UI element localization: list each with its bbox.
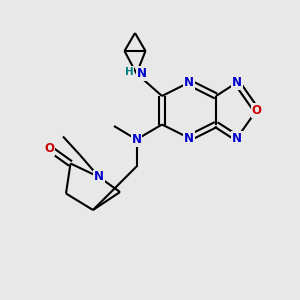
Text: N: N: [184, 131, 194, 145]
Text: N: N: [184, 76, 194, 89]
Text: O: O: [251, 104, 262, 117]
Text: N: N: [94, 170, 104, 184]
Text: N: N: [131, 133, 142, 146]
Text: H: H: [124, 67, 134, 77]
Text: N: N: [137, 67, 147, 80]
Text: N: N: [232, 76, 242, 89]
Text: N: N: [232, 131, 242, 145]
Text: O: O: [44, 142, 55, 155]
